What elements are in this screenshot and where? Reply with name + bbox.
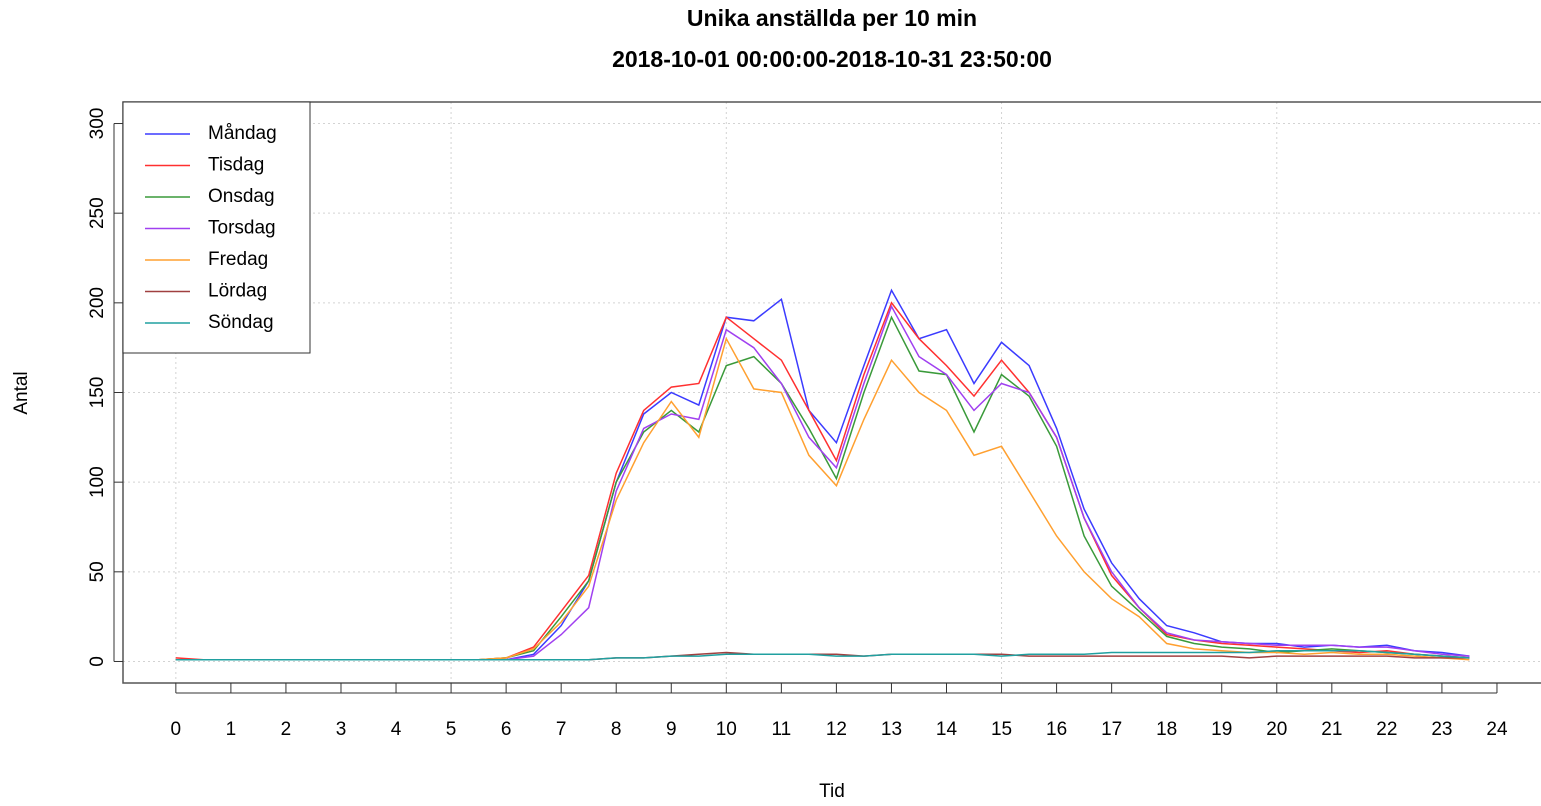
- series-line: [175, 301, 1470, 661]
- series-line: [175, 304, 1470, 661]
- x-tick-label: 22: [1376, 719, 1397, 740]
- y-tick-label: 0: [87, 656, 108, 667]
- legend-label: Tisdag: [208, 155, 264, 176]
- y-tick-label: 200: [87, 287, 108, 319]
- x-tick-label: 24: [1486, 719, 1508, 740]
- x-tick-label: 20: [1266, 719, 1287, 740]
- legend-label: Onsdag: [208, 186, 275, 207]
- x-tick-label: 9: [666, 719, 677, 740]
- x-tick-label: 21: [1321, 719, 1342, 740]
- x-tick-label: 12: [826, 719, 847, 740]
- x-tick-label: 6: [501, 719, 512, 740]
- x-tick-label: 2: [281, 719, 292, 740]
- plot-area: [123, 102, 1541, 683]
- x-tick-label: 23: [1431, 719, 1452, 740]
- x-tick-label: 17: [1101, 719, 1122, 740]
- chart-subtitle: 2018-10-01 00:00:00-2018-10-31 23:50:00: [612, 46, 1052, 72]
- x-axis-label: Tid: [819, 781, 845, 802]
- x-tick-label: 4: [391, 719, 402, 740]
- x-tick-label: 16: [1046, 719, 1067, 740]
- legend-label: Måndag: [208, 123, 277, 144]
- legend-label: Torsdag: [208, 218, 276, 239]
- x-tick-label: 13: [881, 719, 902, 740]
- legend-box: [122, 101, 311, 354]
- legend-label: Lördag: [208, 281, 267, 302]
- series-line: [175, 651, 1470, 661]
- x-tick-label: 10: [716, 719, 737, 740]
- y-tick-label: 300: [87, 108, 108, 140]
- x-tick-label: 0: [171, 719, 182, 740]
- chart-title: Unika anställda per 10 min: [687, 5, 977, 31]
- x-tick-label: 18: [1156, 719, 1177, 740]
- x-tick-label: 5: [446, 719, 457, 740]
- legend-label: Söndag: [208, 312, 274, 333]
- y-tick-label: 50: [87, 561, 108, 582]
- y-tick-label: 250: [87, 197, 108, 229]
- x-tick-label: 19: [1211, 719, 1232, 740]
- series-line: [175, 288, 1470, 661]
- x-tick-label: 3: [336, 719, 347, 740]
- legend-label: Fredag: [208, 249, 268, 270]
- series-line: [175, 315, 1470, 661]
- series-line: [175, 336, 1470, 661]
- x-tick-label: 14: [936, 719, 958, 740]
- x-tick-label: 7: [556, 719, 567, 740]
- y-axis-label: Antal: [11, 371, 32, 414]
- x-tick-label: 15: [991, 719, 1012, 740]
- y-tick-label: 150: [87, 377, 108, 409]
- x-tick-label: 8: [611, 719, 622, 740]
- series-line: [175, 649, 1470, 661]
- x-tick-label: 11: [771, 719, 791, 740]
- legend: Måndag Tisdag Onsdag Torsdag Fredag Lördag Sön…: [122, 101, 311, 354]
- x-tick-label: 1: [226, 719, 237, 740]
- y-tick-label: 100: [87, 466, 108, 498]
